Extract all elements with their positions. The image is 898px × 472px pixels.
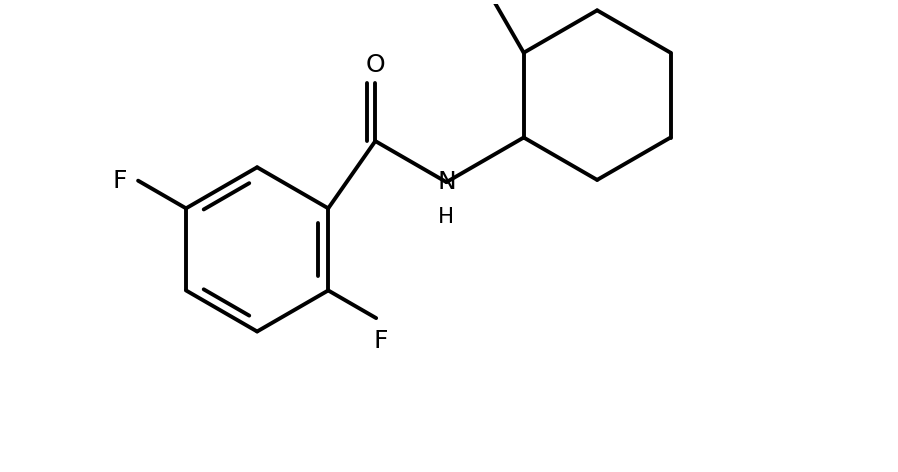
Text: F: F	[113, 169, 128, 193]
Text: O: O	[365, 53, 385, 77]
Text: H: H	[438, 207, 454, 227]
Text: N: N	[437, 170, 456, 194]
Text: F: F	[374, 329, 388, 353]
